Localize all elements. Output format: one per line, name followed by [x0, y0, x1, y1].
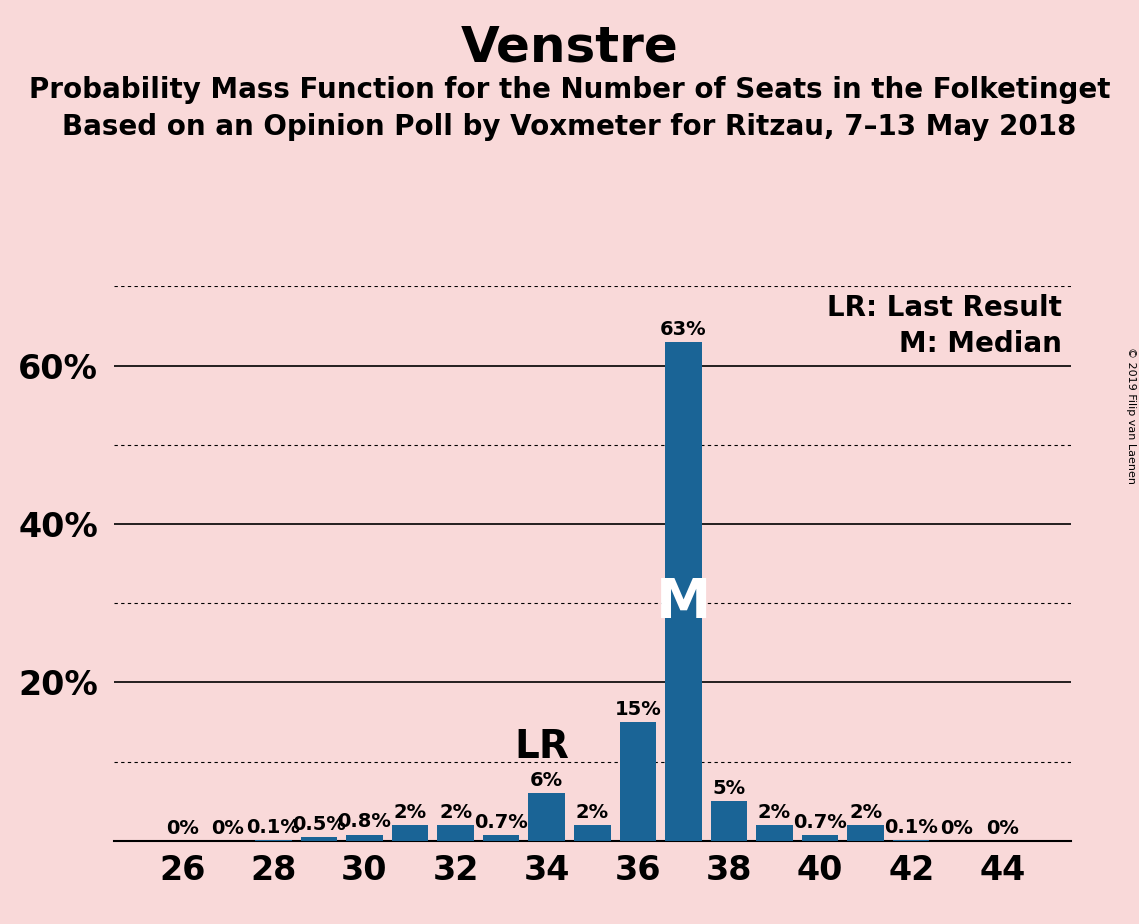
Text: Probability Mass Function for the Number of Seats in the Folketinget: Probability Mass Function for the Number…	[28, 76, 1111, 103]
Text: 2%: 2%	[439, 803, 473, 821]
Text: 0%: 0%	[941, 819, 973, 838]
Bar	[301, 837, 337, 841]
Bar	[483, 835, 519, 841]
Bar	[528, 794, 565, 841]
Text: 0%: 0%	[166, 819, 198, 838]
Text: Venstre: Venstre	[460, 23, 679, 71]
Text: 0.5%: 0.5%	[292, 815, 346, 833]
Text: LR: LR	[515, 727, 570, 766]
Text: 2%: 2%	[849, 803, 883, 821]
Bar	[847, 825, 884, 841]
Bar	[346, 834, 383, 841]
Bar	[756, 825, 793, 841]
Text: 63%: 63%	[661, 320, 706, 339]
Bar	[392, 825, 428, 841]
Text: LR: Last Result: LR: Last Result	[827, 295, 1062, 322]
Text: 0.1%: 0.1%	[884, 818, 939, 837]
Text: 5%: 5%	[712, 779, 746, 798]
Text: 0.7%: 0.7%	[793, 813, 847, 833]
Bar	[620, 722, 656, 841]
Text: 2%: 2%	[757, 803, 792, 821]
Text: 15%: 15%	[614, 699, 662, 719]
Text: 2%: 2%	[575, 803, 609, 821]
Text: M: Median: M: Median	[899, 330, 1062, 358]
Bar	[665, 342, 702, 841]
Text: © 2019 Filip van Laenen: © 2019 Filip van Laenen	[1126, 347, 1136, 484]
Text: 6%: 6%	[530, 772, 564, 790]
Bar	[574, 825, 611, 841]
Bar	[802, 835, 838, 841]
Text: Based on an Opinion Poll by Voxmeter for Ritzau, 7–13 May 2018: Based on an Opinion Poll by Voxmeter for…	[63, 113, 1076, 140]
Text: M: M	[656, 577, 711, 630]
Bar	[437, 825, 474, 841]
Text: 0%: 0%	[212, 819, 244, 838]
Text: 0.1%: 0.1%	[246, 818, 301, 837]
Text: 0.7%: 0.7%	[474, 813, 528, 833]
Bar	[711, 801, 747, 841]
Text: 0.8%: 0.8%	[337, 812, 392, 832]
Text: 0%: 0%	[986, 819, 1018, 838]
Text: 2%: 2%	[393, 803, 427, 821]
